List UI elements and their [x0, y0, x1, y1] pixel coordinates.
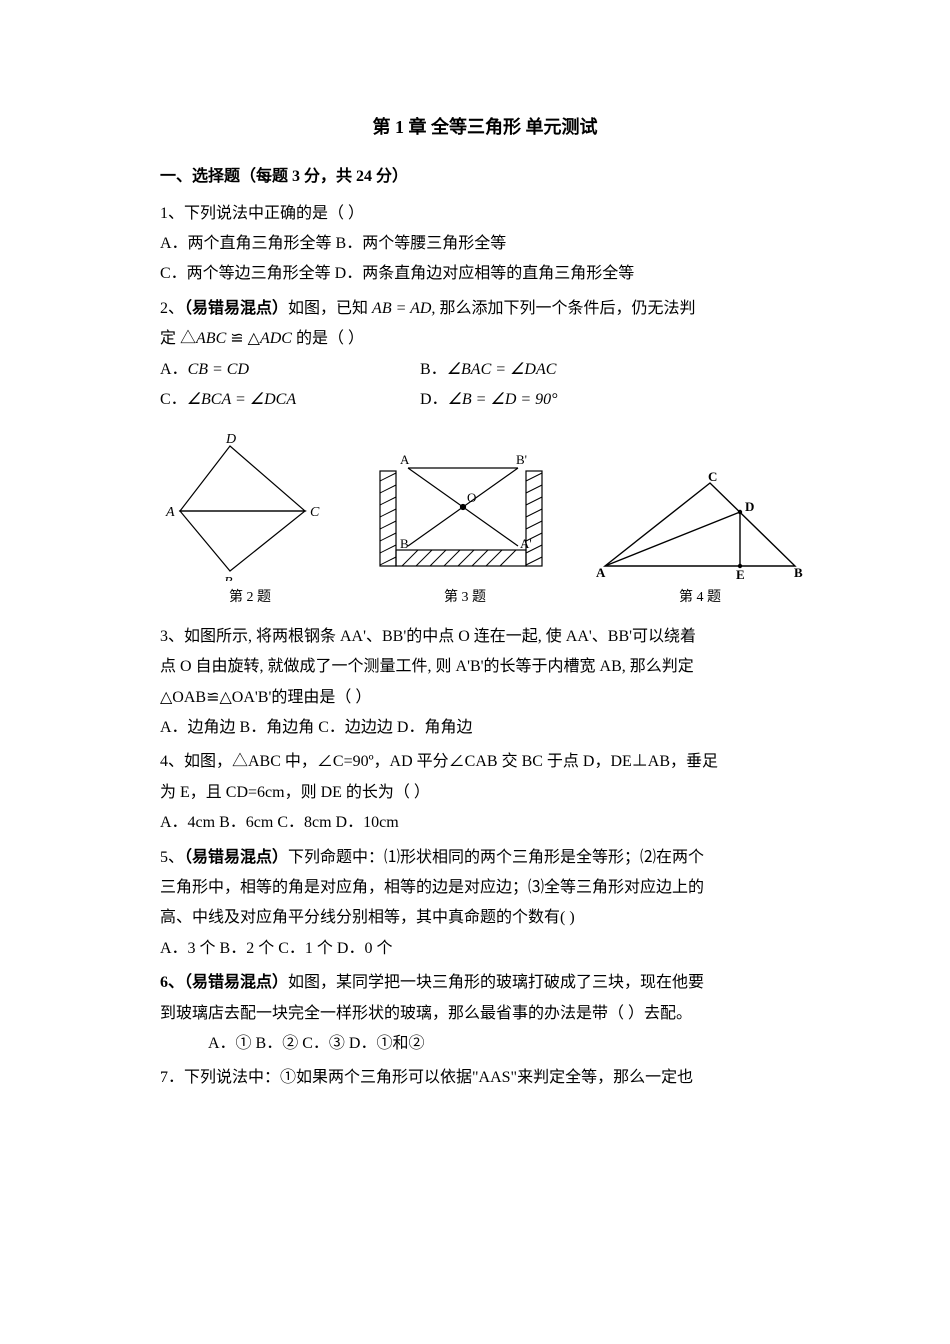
q2-rest2: 那么添加下列一个条件后，仍无法判: [435, 300, 695, 317]
q3-line1: 3、如图所示, 将两根钢条 AA'、BB'的中点 O 连在一起, 使 AA'、B…: [160, 622, 810, 652]
question-5: 5、（易错易混点）下列命题中：⑴形状相同的两个三角形是全等形；⑵在两个 三角形中…: [160, 843, 810, 965]
q2-l2b: ABC: [196, 330, 226, 347]
q4-line1: 4、如图，△ABC 中，∠C=90º，AD 平分∠CAB 交 BC 于点 D，D…: [160, 747, 810, 777]
q6-prefix: 6、: [160, 974, 184, 991]
q2-optB-label: B．: [420, 361, 447, 378]
q1-stem: 1、下列说法中正确的是（ ）: [160, 199, 810, 229]
q2-l2e: 的是（ ）: [292, 330, 364, 347]
q5-line2: 三角形中，相等的角是对应角，相等的边是对应边；⑶全等三角形对应边上的: [160, 873, 810, 903]
figures-row: D A C B 第 2 题: [160, 431, 810, 612]
q6-opts: A．① B．② C．③ D．①和②: [160, 1029, 810, 1059]
q2-optD-math: ∠B = ∠D = 90°: [448, 391, 558, 408]
q5-opts: A．3 个 B．2 个 C．1 个 D．0 个: [160, 934, 810, 964]
q3-line3: △OAB≌△OA'B'的理由是（ ）: [160, 683, 810, 713]
q5-tag: （易错易混点）: [184, 849, 288, 866]
label-E4: E: [736, 567, 745, 581]
question-6: 6、（易错易混点）如图，某同学把一块三角形的玻璃打破成了三块，现在他要 到玻璃店…: [160, 968, 810, 1059]
q1-opts-ab: A．两个直角三角形全等 B．两个等腰三角形全等: [160, 229, 810, 259]
q2-optA-label: A．: [160, 361, 188, 378]
q2-prefix: 2、: [160, 300, 184, 317]
q5-line1-rest: 下列命题中：⑴形状相同的两个三角形是全等形；⑵在两个: [288, 849, 704, 866]
question-1: 1、下列说法中正确的是（ ） A．两个直角三角形全等 B．两个等腰三角形全等 C…: [160, 199, 810, 290]
q2-l2d: ADC: [260, 330, 292, 347]
q2-opts-ab: A．CB = CD B．∠BAC = ∠DAC: [160, 355, 810, 385]
label-D: D: [225, 432, 236, 447]
q2-tag: （易错易混点）: [184, 300, 288, 317]
q6-line2: 到玻璃店去配一块完全一样形状的玻璃，那么最省事的办法是带（ ）去配。: [160, 999, 810, 1029]
q3-line2: 点 O 自由旋转, 就做成了一个测量工件, 则 A'B'的长等于内槽宽 AB, …: [160, 652, 810, 682]
q6-tag: （易错易混点）: [184, 974, 288, 991]
page-title: 第 1 章 全等三角形 单元测试: [160, 110, 810, 144]
label-A4: A: [596, 565, 606, 580]
figure-3: A B' O B A' 第 3 题: [360, 446, 570, 612]
question-2: 2、（易错易混点）如图，已知 AB = AD, 那么添加下列一个条件后，仍无法判…: [160, 294, 810, 416]
q4-line2: 为 E，且 CD=6cm，则 DE 的长为（ ）: [160, 778, 810, 808]
figure-4-caption: 第 4 题: [679, 585, 721, 612]
label-C: C: [310, 505, 320, 520]
label-A-top: A: [400, 452, 410, 467]
q2-optD-label: D．: [420, 391, 448, 408]
q1-opts-cd: C．两个等边三角形全等 D．两条直角边对应相等的直角三角形全等: [160, 259, 810, 289]
figure-4-svg: C A B D E: [590, 471, 810, 581]
label-Bprime: B': [516, 452, 527, 467]
q2-optC-math: ∠BCA = ∠DCA: [187, 391, 296, 408]
label-A: A: [165, 505, 175, 520]
label-B: B: [224, 575, 233, 581]
label-C4: C: [708, 471, 717, 484]
section-header-1: 一、选择题（每题 3 分，共 24 分）: [160, 162, 810, 192]
label-D4: D: [745, 499, 754, 514]
label-B-bot: B: [400, 536, 409, 551]
q2-l2c: ≌ △: [226, 330, 260, 347]
q2-optB-math: ∠BAC = ∠DAC: [447, 361, 557, 378]
q5-prefix: 5、: [160, 849, 184, 866]
figure-4: C A B D E 第 4 题: [590, 471, 810, 612]
q5-line1: 5、（易错易混点）下列命题中：⑴形状相同的两个三角形是全等形；⑵在两个: [160, 843, 810, 873]
q2-l2a: 定 △: [160, 330, 196, 347]
q6-line1-rest: 如图，某同学把一块三角形的玻璃打破成了三块，现在他要: [288, 974, 704, 991]
q2-optC-label: C．: [160, 391, 187, 408]
q5-line3: 高、中线及对应角平分线分别相等，其中真命题的个数有( ): [160, 903, 810, 933]
q2-stem-line1: 2、（易错易混点）如图，已知 AB = AD, 那么添加下列一个条件后，仍无法判: [160, 294, 810, 324]
figure-2: D A C B 第 2 题: [160, 431, 340, 612]
q6-line1: 6、（易错易混点）如图，某同学把一块三角形的玻璃打破成了三块，现在他要: [160, 968, 810, 998]
figure-3-svg: A B' O B A': [360, 446, 570, 581]
q3-opts: A．边角边 B．角边角 C．边边边 D．角角边: [160, 713, 810, 743]
q2-math: AB = AD,: [372, 300, 435, 317]
label-Aprime: A': [520, 536, 532, 551]
q4-opts: A．4cm B．6cm C．8cm D．10cm: [160, 808, 810, 838]
figure-2-svg: D A C B: [160, 431, 340, 581]
question-4: 4、如图，△ABC 中，∠C=90º，AD 平分∠CAB 交 BC 于点 D，D…: [160, 747, 810, 838]
label-O: O: [467, 490, 476, 505]
q2-optA-math: CB = CD: [188, 361, 249, 378]
q2-stem-line2: 定 △ABC ≌ △ADC 的是（ ）: [160, 324, 810, 354]
q7-line1: 7．下列说法中：①如果两个三角形可以依据"AAS"来判定全等，那么一定也: [160, 1063, 810, 1093]
figure-3-caption: 第 3 题: [444, 585, 486, 612]
figure-2-caption: 第 2 题: [229, 585, 271, 612]
q2-rest1: 如图，已知: [288, 300, 372, 317]
question-3: 3、如图所示, 将两根钢条 AA'、BB'的中点 O 连在一起, 使 AA'、B…: [160, 622, 810, 744]
question-7: 7．下列说法中：①如果两个三角形可以依据"AAS"来判定全等，那么一定也: [160, 1063, 810, 1093]
q2-opts-cd: C．∠BCA = ∠DCA D．∠B = ∠D = 90°: [160, 385, 810, 415]
label-B4: B: [794, 565, 803, 580]
